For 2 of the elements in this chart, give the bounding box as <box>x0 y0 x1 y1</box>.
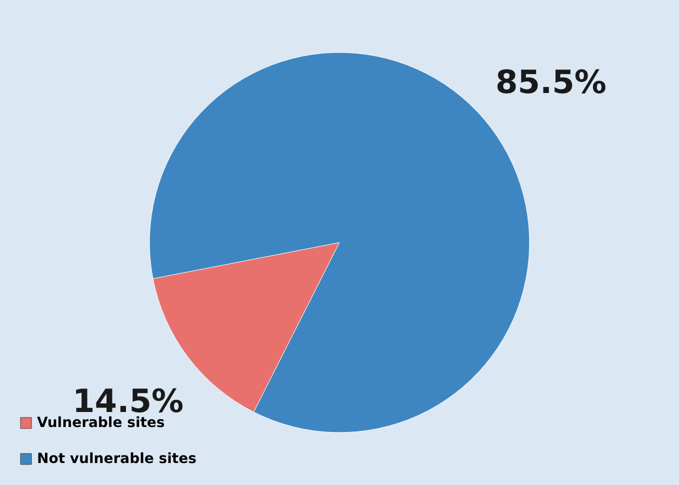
legend-label: Not vulnerable sites <box>37 451 196 467</box>
data-label: 85.5% <box>495 62 606 101</box>
